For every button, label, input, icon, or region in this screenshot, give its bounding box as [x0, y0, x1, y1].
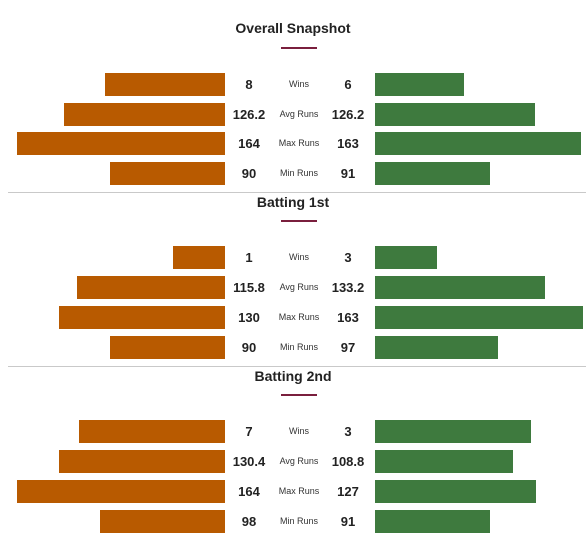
- stat-row-wins: 1 Wins 3: [0, 246, 586, 269]
- section-divider: [8, 192, 586, 193]
- metric-label: Avg Runs: [279, 456, 319, 466]
- right-team-bar: [375, 162, 490, 185]
- right-team-value: 127: [337, 484, 359, 499]
- title-accent-line: [281, 47, 317, 49]
- left-team-value: 126.2: [232, 107, 266, 122]
- left-team-value: 1: [245, 250, 253, 265]
- stat-row-wins: 8 Wins 6: [0, 73, 586, 96]
- left-team-value: 90: [241, 340, 257, 355]
- left-team-bar: [110, 336, 225, 359]
- section-title: Overall Snapshot: [235, 20, 351, 36]
- right-team-value: 108.8: [331, 454, 365, 469]
- metric-label: Min Runs: [279, 516, 318, 526]
- stat-row-max-runs: 130 Max Runs 163: [0, 306, 586, 329]
- left-team-value: 8: [245, 77, 253, 92]
- right-team-bar: [375, 276, 545, 299]
- title-accent-line: [281, 220, 317, 222]
- right-team-bar: [375, 132, 581, 155]
- metric-label: Avg Runs: [279, 109, 319, 119]
- left-team-value: 115.8: [233, 280, 265, 295]
- right-team-value: 133.2: [331, 280, 365, 295]
- right-team-bar: [375, 420, 531, 443]
- left-team-bar: [105, 73, 225, 96]
- right-team-value: 3: [344, 250, 352, 265]
- section-divider: [8, 366, 586, 367]
- right-team-value: 126.2: [331, 107, 365, 122]
- stat-row-avg-runs: 126.2 Avg Runs 126.2: [0, 103, 586, 126]
- left-team-value: 7: [245, 424, 253, 439]
- left-team-value: 164: [238, 136, 260, 151]
- right-team-bar: [375, 73, 464, 96]
- right-team-value: 3: [344, 424, 352, 439]
- left-team-value: 164: [238, 484, 260, 499]
- right-team-bar: [375, 336, 498, 359]
- left-team-value: 90: [241, 166, 257, 181]
- stat-row-min-runs: 90 Min Runs 97: [0, 336, 586, 359]
- left-team-bar: [110, 162, 225, 185]
- left-team-bar: [77, 276, 225, 299]
- metric-label: Wins: [289, 79, 309, 89]
- right-team-value: 163: [337, 310, 359, 325]
- right-team-value: 6: [344, 77, 352, 92]
- right-team-bar: [375, 246, 437, 269]
- title-accent-line: [281, 394, 317, 396]
- right-team-bar: [375, 103, 535, 126]
- left-team-bar: [79, 420, 225, 443]
- metric-label: Min Runs: [279, 342, 318, 352]
- metric-label: Max Runs: [278, 486, 320, 496]
- left-team-bar: [17, 132, 225, 155]
- metric-label: Wins: [289, 426, 309, 436]
- stat-row-wins: 7 Wins 3: [0, 420, 586, 443]
- right-team-bar: [375, 480, 536, 503]
- right-team-bar: [375, 306, 583, 329]
- right-team-value: 91: [340, 166, 356, 181]
- stat-row-avg-runs: 130.4 Avg Runs 108.8: [0, 450, 586, 473]
- left-team-bar: [59, 450, 225, 473]
- stat-row-max-runs: 164 Max Runs 163: [0, 132, 586, 155]
- metric-label: Wins: [289, 252, 309, 262]
- left-team-value: 130.4: [232, 454, 266, 469]
- left-team-bar: [173, 246, 225, 269]
- left-team-value: 130: [238, 310, 260, 325]
- stat-row-min-runs: 90 Min Runs 91: [0, 162, 586, 185]
- metric-label: Avg Runs: [279, 282, 319, 292]
- right-team-value: 97: [340, 340, 356, 355]
- right-team-bar: [375, 510, 490, 533]
- metric-label: Max Runs: [278, 312, 320, 322]
- metric-label: Max Runs: [278, 138, 320, 148]
- left-team-value: 98: [241, 514, 257, 529]
- stat-row-max-runs: 164 Max Runs 127: [0, 480, 586, 503]
- left-team-bar: [59, 306, 225, 329]
- right-team-bar: [375, 450, 513, 473]
- left-team-bar: [64, 103, 225, 126]
- left-team-bar: [17, 480, 225, 503]
- right-team-value: 163: [337, 136, 359, 151]
- stat-row-min-runs: 98 Min Runs 91: [0, 510, 586, 533]
- section-title: Batting 1st: [256, 194, 330, 210]
- stat-row-avg-runs: 115.8 Avg Runs 133.2: [0, 276, 586, 299]
- right-team-value: 91: [340, 514, 356, 529]
- left-team-bar: [100, 510, 225, 533]
- section-title: Batting 2nd: [254, 368, 332, 384]
- metric-label: Min Runs: [279, 168, 318, 178]
